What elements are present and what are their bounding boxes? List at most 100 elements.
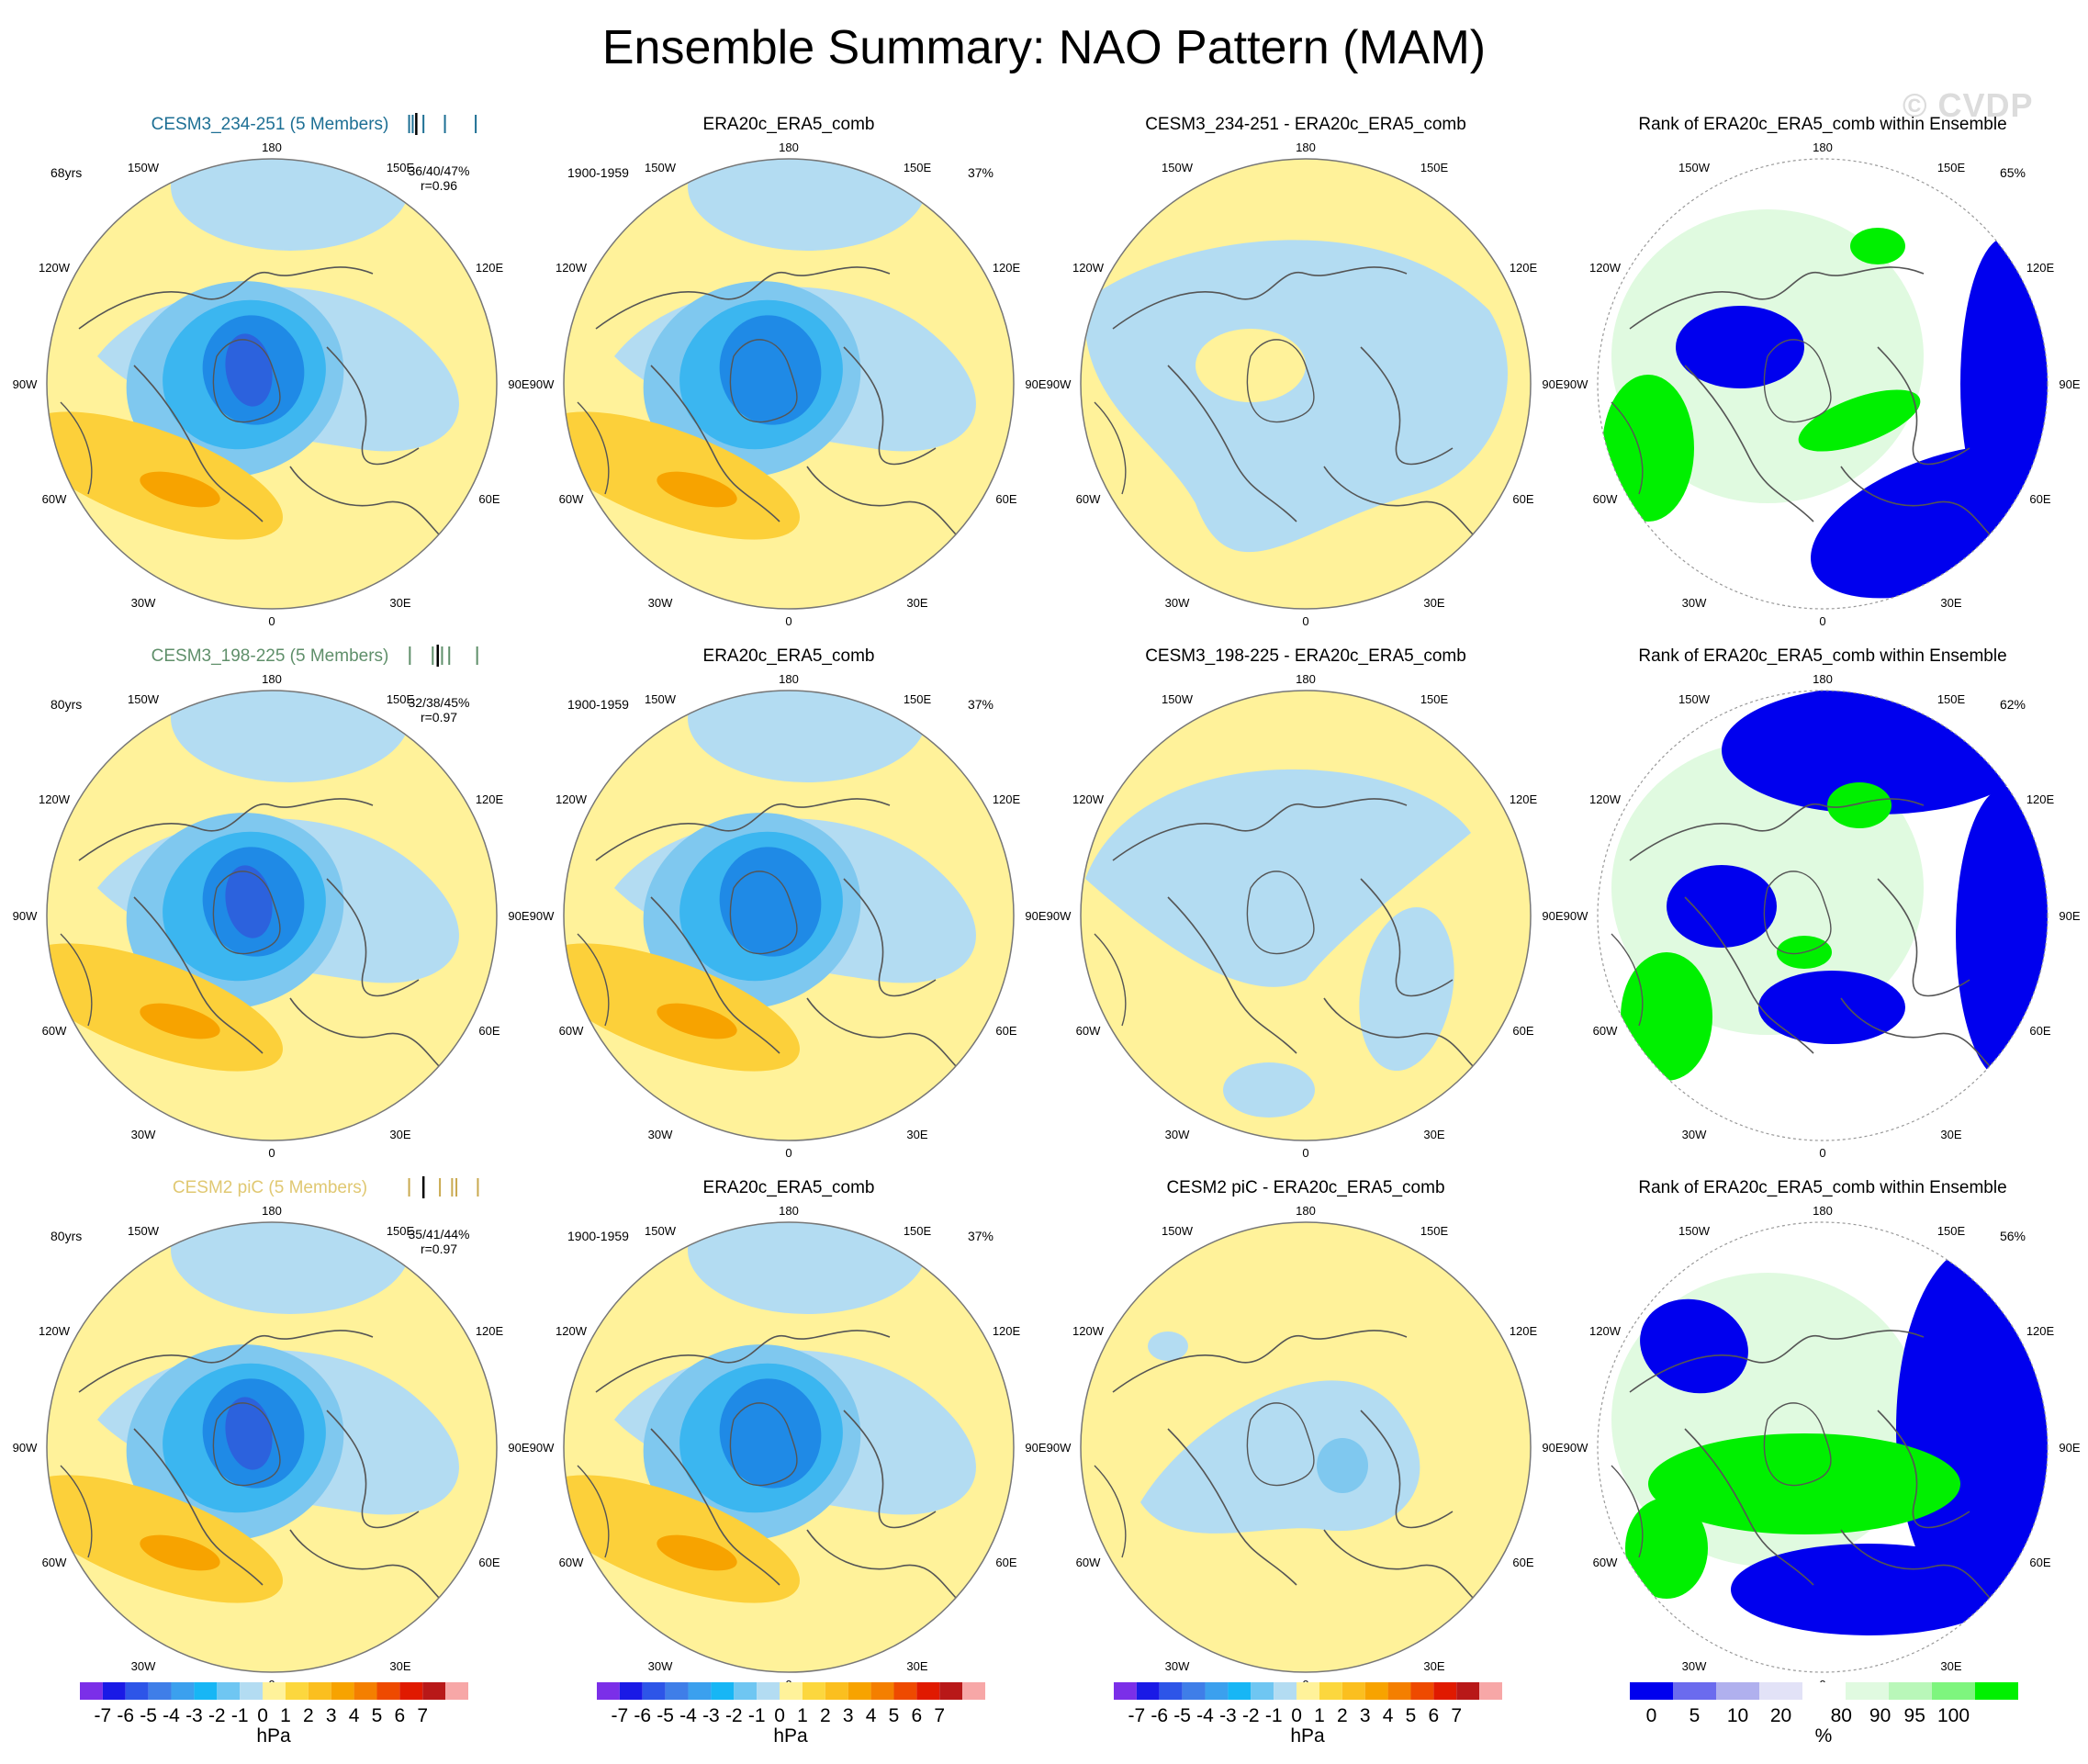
negative-center <box>719 315 822 425</box>
coastline <box>1877 1410 1970 1529</box>
label-120e: 120E <box>2026 792 2055 806</box>
coastline <box>326 346 420 466</box>
obs-pct: 37% <box>968 1229 993 1243</box>
label-120e: 120E <box>1510 792 1538 806</box>
colorbar-swatch <box>597 1682 620 1700</box>
colorbar-swatch <box>1136 1682 1160 1700</box>
negative-region <box>1084 240 1509 553</box>
colorbar-tick: 95 <box>1904 1705 1925 1726</box>
rank-pct: 65% <box>2000 165 2026 180</box>
obs-years: 1900-1959 <box>567 165 629 180</box>
label-150e: 150E <box>1937 692 1966 706</box>
coastline <box>1840 466 2007 550</box>
label-120e: 120E <box>476 1324 504 1338</box>
label-90w: 90W <box>1047 1441 1072 1455</box>
colorbar-tick: -5 <box>140 1705 157 1726</box>
label-30w: 30W <box>1682 1659 1707 1673</box>
label-150w: 150W <box>645 692 677 706</box>
label-180: 180 <box>1296 672 1316 686</box>
label-120w: 120W <box>556 1324 588 1338</box>
colorbar-tick: 7 <box>1451 1705 1462 1726</box>
positive-core <box>140 1534 220 1571</box>
label-60e: 60E <box>995 492 1016 506</box>
label-150w: 150W <box>645 161 677 174</box>
pattern-correlation: r=0.96 <box>421 178 457 193</box>
colorbar-tick: 7 <box>934 1705 945 1726</box>
label-150e: 150E <box>387 692 415 706</box>
label-0: 0 <box>785 614 791 628</box>
colorbar-swatch <box>263 1682 286 1700</box>
colorbar-tick: 20 <box>1770 1705 1791 1726</box>
label-30e: 30E <box>1940 596 1961 610</box>
greenland-outline <box>1246 1402 1315 1487</box>
coastline <box>1360 346 1454 466</box>
colorbar-tick: 0 <box>1291 1705 1302 1726</box>
label-150w: 150W <box>128 692 160 706</box>
obs-map <box>564 691 1014 1140</box>
label-120w: 120W <box>1072 792 1105 806</box>
years-label: 80yrs <box>51 697 82 712</box>
label-60e: 60E <box>2029 1024 2050 1038</box>
rank-high-region <box>1602 375 1694 522</box>
label-150w: 150W <box>1162 1224 1194 1238</box>
label-180: 180 <box>779 140 799 154</box>
colorbar-tick: 3 <box>843 1705 854 1726</box>
label-30e: 30E <box>389 1128 410 1141</box>
colorbar-swatch <box>1274 1682 1297 1700</box>
label-0: 0 <box>1302 614 1308 628</box>
label-180: 180 <box>262 672 282 686</box>
colorbar-swatch <box>308 1682 331 1700</box>
label-30w: 30W <box>648 596 673 610</box>
cvdp-watermark: © CVDP <box>1903 86 2034 124</box>
label-120w: 120W <box>556 261 588 275</box>
colorbar-tick: 6 <box>1429 1705 1440 1726</box>
coastline <box>1629 1330 1925 1393</box>
colorbar-tick: 3 <box>1360 1705 1371 1726</box>
colorbar-swatch <box>825 1682 848 1700</box>
label-60w: 60W <box>559 492 584 506</box>
label-120e: 120E <box>993 261 1021 275</box>
greenland-outline <box>1763 871 1832 955</box>
label-30w: 30W <box>131 1659 156 1673</box>
label-30e: 30E <box>389 596 410 610</box>
map-frame <box>563 690 1015 1141</box>
colorbar-tick: 0 <box>774 1705 785 1726</box>
figure-title: Ensemble Summary: NAO Pattern (MAM) <box>601 21 1487 74</box>
obs-pct: 37% <box>968 165 993 180</box>
label-60e: 60E <box>1512 1556 1533 1569</box>
colorbar-tick: -4 <box>163 1705 180 1726</box>
label-60w: 60W <box>1593 1556 1618 1569</box>
colorbar-swatch <box>757 1682 780 1700</box>
colorbar-swatch <box>80 1682 103 1700</box>
colorbar-tick: 6 <box>395 1705 406 1726</box>
colorbar-unit: hPa <box>773 1725 808 1747</box>
greenland-outline <box>1246 871 1315 955</box>
coastline <box>326 878 420 997</box>
coastline <box>650 896 780 1054</box>
coastline <box>1611 1465 1644 1558</box>
colorbar-swatch <box>939 1682 963 1700</box>
label-60e: 60E <box>2029 492 2050 506</box>
label-60w: 60W <box>559 1556 584 1569</box>
colorbar-swatch <box>1932 1682 1975 1700</box>
label-30e: 30E <box>1423 1128 1444 1141</box>
colorbar-swatch <box>1182 1682 1206 1700</box>
coastline <box>60 933 93 1027</box>
years-label: 80yrs <box>51 1229 82 1243</box>
rank-pct: 62% <box>2000 697 2026 712</box>
label-60w: 60W <box>559 1024 584 1038</box>
coastline <box>806 997 973 1082</box>
colorbar-tick: -2 <box>725 1705 743 1726</box>
colorbar-tick: -1 <box>1265 1705 1283 1726</box>
negative-region <box>171 159 410 251</box>
label-30e: 30E <box>906 1128 927 1141</box>
coastline <box>843 878 937 997</box>
colorbar-swatch <box>916 1682 940 1700</box>
model-map <box>47 159 497 609</box>
colorbar-swatch <box>1802 1682 1846 1700</box>
coastline <box>1360 878 1454 997</box>
label-30e: 30E <box>1423 1659 1444 1673</box>
diff-title: CESM3_234-251 - ERA20c_ERA5_comb <box>1145 115 1466 134</box>
label-90w: 90W <box>530 909 555 923</box>
colorbar-swatch <box>354 1682 377 1700</box>
